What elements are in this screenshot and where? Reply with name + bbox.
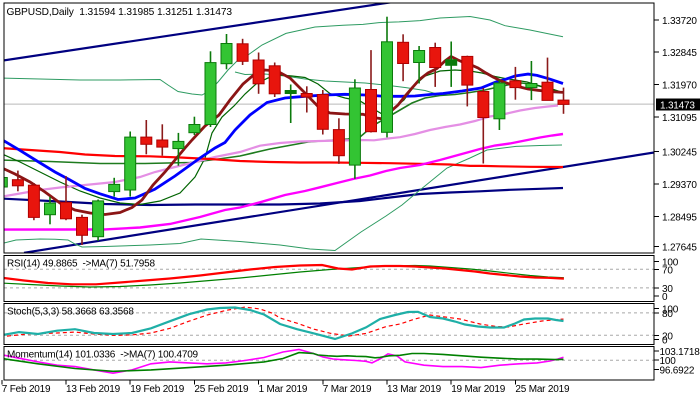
svg-text:1.31095: 1.31095 (662, 113, 697, 124)
svg-text:Stoch(5,3,3) 58.3668 63.3568: Stoch(5,3,3) 58.3668 63.3568 (7, 307, 134, 318)
svg-text:0: 0 (662, 335, 668, 346)
svg-text:1.33720: 1.33720 (662, 16, 697, 27)
svg-text:Momentum(14) 101.0336 ->MA(7): Momentum(14) 101.0336 ->MA(7) 100.4709 (7, 350, 199, 361)
svg-text:1.30245: 1.30245 (662, 148, 697, 159)
svg-text:1.31970: 1.31970 (662, 80, 697, 91)
svg-text:70: 70 (662, 265, 673, 276)
svg-text:25 Feb 2019: 25 Feb 2019 (194, 384, 249, 395)
svg-text:0: 0 (662, 292, 668, 303)
svg-text:1 Mar 2019: 1 Mar 2019 (259, 384, 308, 395)
svg-text:25 Mar 2019: 25 Mar 2019 (515, 384, 570, 395)
svg-text:7 Feb 2019: 7 Feb 2019 (2, 384, 51, 395)
svg-text:19 Mar 2019: 19 Mar 2019 (451, 384, 506, 395)
svg-text:GBPUSD,Daily 1.31594 1.31985: GBPUSD,Daily 1.31594 1.31985 1.31251 1.3… (7, 7, 233, 18)
svg-text:13 Mar 2019: 13 Mar 2019 (387, 384, 442, 395)
svg-text:19 Feb 2019: 19 Feb 2019 (130, 384, 185, 395)
svg-text:1.29370: 1.29370 (662, 180, 697, 191)
svg-text:1.32845: 1.32845 (662, 48, 697, 59)
svg-text:7 Mar 2019: 7 Mar 2019 (323, 384, 372, 395)
svg-text:1.31473: 1.31473 (660, 100, 695, 111)
svg-text:80: 80 (662, 309, 673, 320)
svg-text:RSI(14) 49.8865 ->MA(7) 51.79: RSI(14) 49.8865 ->MA(7) 51.7958 (7, 259, 155, 270)
svg-text:1.28495: 1.28495 (662, 213, 697, 224)
svg-text:13 Feb 2019: 13 Feb 2019 (66, 384, 121, 395)
svg-text:1.27645: 1.27645 (662, 243, 697, 254)
svg-text:96.6922: 96.6922 (660, 365, 695, 376)
